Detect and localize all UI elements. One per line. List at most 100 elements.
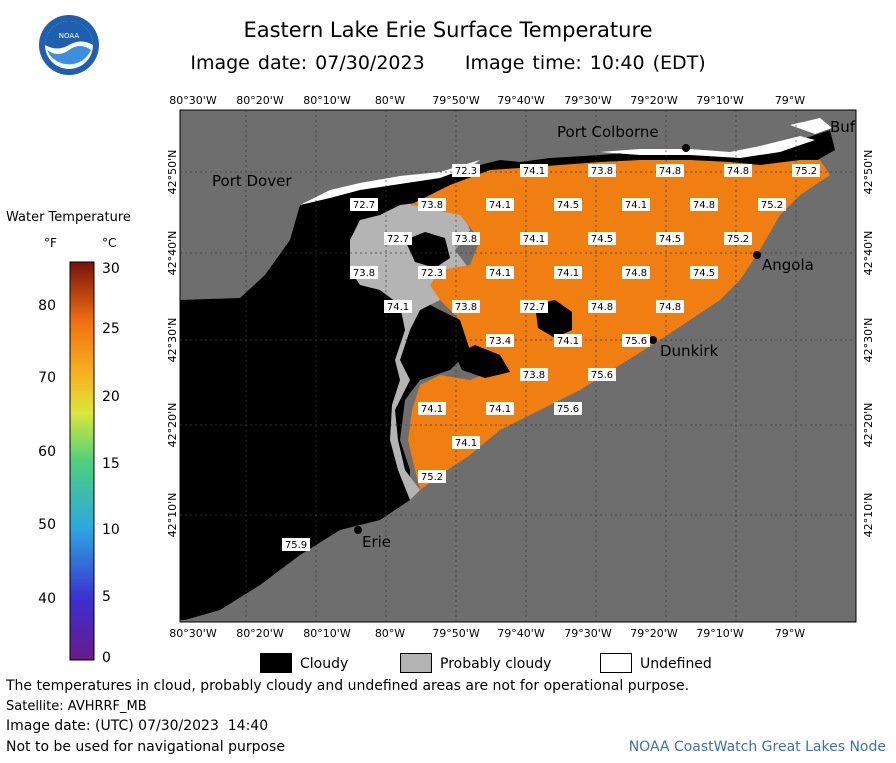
temp-label-bg (690, 266, 718, 279)
temp-label-bg (384, 232, 412, 245)
temp-label-bg (486, 402, 514, 415)
temp-label: 74.8 (625, 268, 647, 279)
temp-label: 75.2 (727, 234, 749, 245)
left-tick: 42°50'N (166, 150, 179, 195)
temp-label-bg (588, 368, 616, 381)
temp-label-bg (588, 232, 616, 245)
undefined-strip-3 (790, 118, 832, 134)
temp-label: 73.8 (455, 302, 477, 313)
cloudy-label: Cloudy (300, 656, 349, 672)
temp-label-bg (486, 266, 514, 279)
label-port-dover: Port Dover (212, 172, 292, 190)
bottom-tick: 80°30'W (169, 627, 217, 640)
temp-label: 74.1 (557, 268, 579, 279)
footer-nav-warning: Not to be used for navigational purpose (6, 739, 285, 755)
temp-label-bg (758, 198, 786, 211)
probably-cloudy-label: Probably cloudy (440, 656, 552, 672)
temp-label: 74.8 (693, 200, 715, 211)
graticule (180, 110, 856, 622)
top-tick: 79°10'W (696, 94, 744, 107)
temp-label-bg (724, 232, 752, 245)
legend-f-tick: 40 (38, 591, 56, 607)
port-colborne-marker (682, 144, 690, 152)
temp-label: 72.7 (353, 200, 375, 211)
bottom-tick: 80°20'W (236, 627, 284, 640)
temp-label-bg (384, 300, 412, 313)
temp-label: 74.1 (557, 336, 579, 347)
temp-label-bg (724, 164, 752, 177)
label-port-colborne: Port Colborne (557, 123, 659, 141)
temp-label-bg (520, 300, 548, 313)
cloud-patch-3 (455, 345, 510, 378)
temp-label: 74.5 (591, 234, 613, 245)
temp-label: 72.7 (387, 234, 409, 245)
temp-label: 74.1 (387, 302, 409, 313)
bottom-tick: 79°30'W (564, 627, 612, 640)
temp-label: 74.1 (523, 166, 545, 177)
footer-satellite: Satellite: AVHRRF_MB (6, 699, 147, 714)
legend-unit-f: °F (44, 236, 57, 250)
footer-image-date: Image date: (UTC) 07/30/2023 14:40 (6, 718, 269, 734)
temp-label-bg (486, 334, 514, 347)
top-tick: 80°W (375, 94, 405, 107)
map-key: Cloudy Probably cloudy Undefined (260, 650, 760, 674)
temp-label: 74.5 (693, 268, 715, 279)
label-buffalo: Buf (830, 118, 856, 136)
temp-label: 74.1 (455, 438, 477, 449)
temp-label-bg (656, 164, 684, 177)
temp-label: 74.1 (523, 234, 545, 245)
image-date-time: Image date: 07/30/2023 Image time: 10:40… (190, 52, 706, 74)
temp-label: 74.1 (625, 200, 647, 211)
top-tick: 79°W (775, 94, 805, 107)
left-tick: 42°20'N (166, 403, 179, 448)
legend-c-tick: 15 (102, 456, 120, 472)
temp-label: 75.2 (421, 472, 443, 483)
right-tick: 42°50'N (862, 150, 875, 195)
top-tick: 80°20'W (236, 94, 284, 107)
bottom-tick: 79°40'W (497, 627, 545, 640)
legend-f-tick: 60 (38, 444, 56, 460)
temp-label: 72.3 (421, 268, 443, 279)
bottom-tick: 79°W (775, 627, 805, 640)
map-title: Eastern Lake Erie Surface Temperature (243, 18, 653, 42)
cloudy-swatch (260, 653, 292, 673)
legend-f-tick: 80 (38, 298, 56, 314)
temp-label: 73.4 (489, 336, 511, 347)
noaa-logo: NOAA (39, 15, 99, 75)
temp-label-bg (690, 198, 718, 211)
temp-label: 73.8 (455, 234, 477, 245)
temp-label: 74.5 (659, 234, 681, 245)
left-tick: 42°30'N (166, 318, 179, 363)
temp-label-bg (588, 164, 616, 177)
temp-label-bg (554, 266, 582, 279)
logo-text: NOAA (59, 32, 80, 40)
legend-title: Water Temperature (6, 210, 131, 225)
temp-label-bg (520, 368, 548, 381)
buffalo-marker (824, 138, 832, 146)
temp-label-bg (452, 436, 480, 449)
temp-label: 73.8 (421, 200, 443, 211)
top-tick: 79°20'W (630, 94, 678, 107)
temperature-labels: 72.3 74.1 73.8 74.8 74.8 75.2 72.7 73.8 74.1 74.5… (282, 164, 820, 551)
temp-label: 74.1 (489, 268, 511, 279)
temp-label: 74.8 (659, 302, 681, 313)
temp-label-bg (554, 402, 582, 415)
undefined-label: Undefined (640, 656, 712, 672)
top-tick: 80°10'W (303, 94, 351, 107)
probably-cloudy-swatch (400, 653, 432, 673)
right-tick: 42°20'N (862, 403, 875, 448)
temp-label-bg (622, 266, 650, 279)
legend-unit-c: °C (102, 236, 117, 250)
temp-label-bg (418, 402, 446, 415)
temp-label-bg (418, 266, 446, 279)
temp-label: 74.8 (659, 166, 681, 177)
temp-label: 74.1 (489, 404, 511, 415)
temp-label: 73.8 (591, 166, 613, 177)
temp-label-bg (486, 198, 514, 211)
cloud-region (180, 130, 835, 620)
axis-ticks: 80°30'W 80°20'W 80°10'W 80°W 79°50'W 79°40'W 7… (166, 94, 875, 640)
temp-label-bg (452, 164, 480, 177)
bottom-tick: 79°20'W (630, 627, 678, 640)
